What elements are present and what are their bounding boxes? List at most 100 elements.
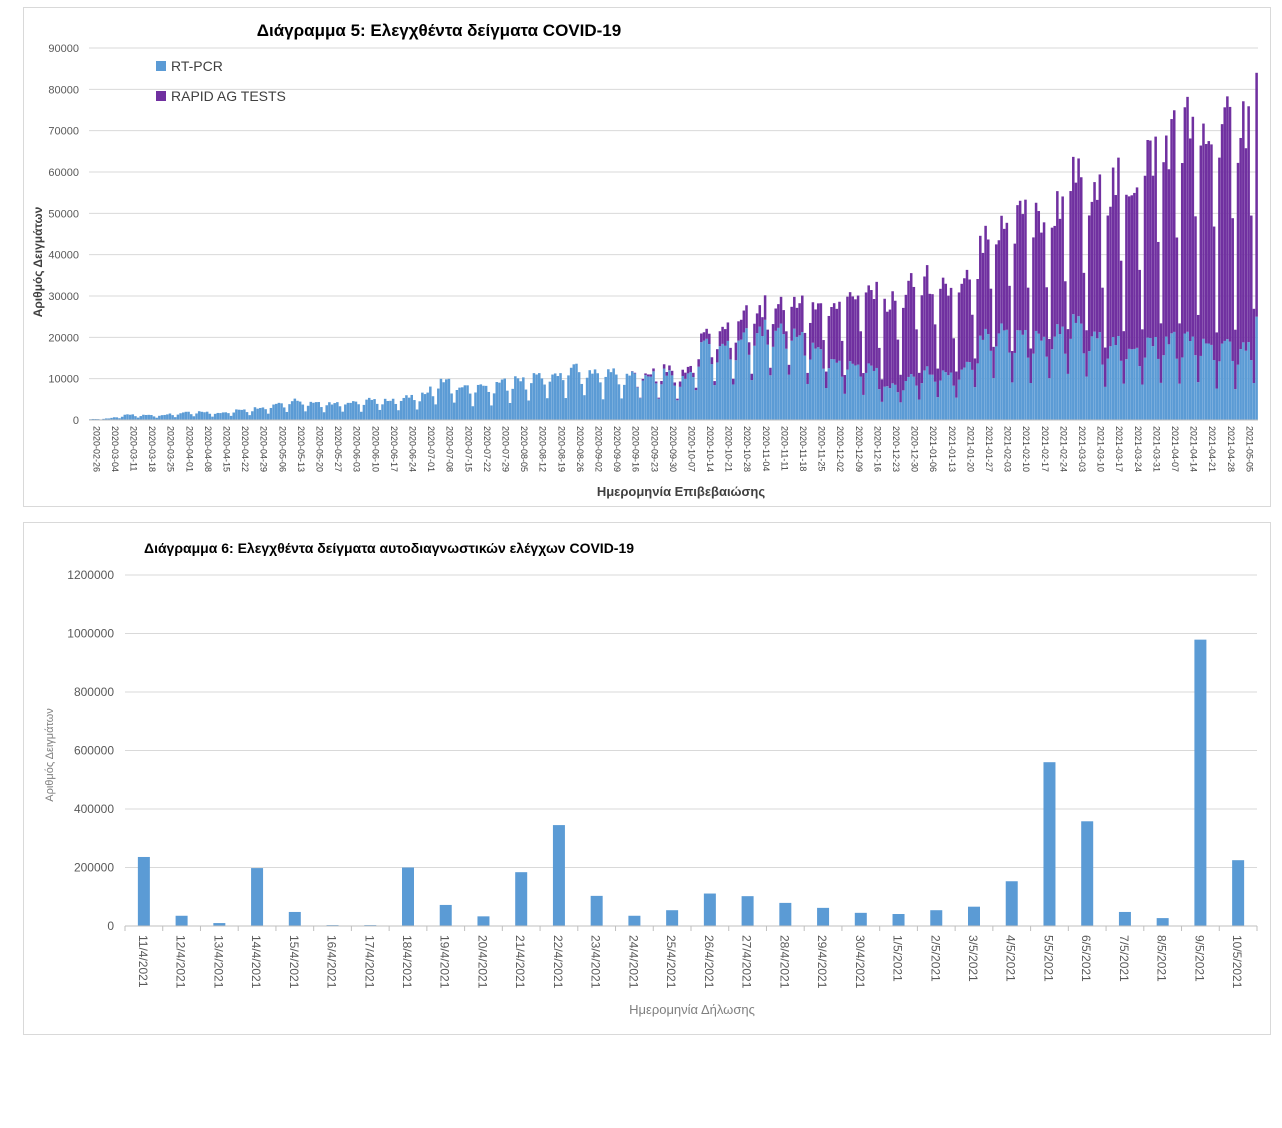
rt-pcr-bar: [429, 386, 432, 420]
rt-pcr-bar: [1082, 353, 1086, 420]
rapid-ag-bar: [957, 292, 961, 380]
chart-5-y-tick-label: 20000: [48, 332, 79, 344]
rt-pcr-bar: [1138, 366, 1141, 420]
chart-6-x-tick-label: 13/4/2021: [211, 935, 225, 989]
rapid-ag-bar: [1199, 145, 1203, 356]
rt-pcr-bar: [1016, 330, 1019, 420]
rt-pcr-bar: [551, 374, 554, 420]
chart-6-x-tick-label: 1/5/2021: [891, 935, 905, 982]
rt-pcr-bar: [1151, 346, 1155, 420]
rt-pcr-bar: [375, 403, 379, 420]
rt-pcr-bar: [397, 410, 400, 420]
rapid-ag-bar: [955, 371, 958, 398]
chart-5-x-tick-label: 2020-11-04: [761, 426, 771, 471]
rapid-ag-bar: [662, 364, 666, 369]
rt-pcr-bar: [1239, 349, 1242, 420]
rt-pcr-bar: [856, 364, 860, 420]
rt-pcr-bar: [992, 378, 995, 420]
chart-5-x-tick-label: 2020-12-09: [854, 426, 864, 472]
chart-5-x-tick-label: 2020-09-23: [649, 426, 659, 472]
self-test-bar: [779, 902, 792, 926]
rapid-ag-bar: [1127, 196, 1131, 349]
rt-pcr-bar: [745, 328, 748, 420]
rt-pcr-bar: [367, 397, 371, 420]
rt-pcr-bar: [394, 403, 398, 420]
rt-pcr-bar: [994, 346, 998, 420]
chart-6-x-tick-label: 17/4/2021: [362, 935, 376, 989]
rt-pcr-bar: [442, 382, 445, 420]
rapid-ag-bar: [1146, 139, 1149, 338]
rt-pcr-bar: [753, 345, 756, 420]
chart-6-x-tick-label: 24/4/2021: [626, 935, 640, 989]
rapid-ag-bar: [811, 302, 815, 343]
rt-pcr-bar: [1252, 382, 1256, 420]
rt-pcr-bar: [152, 416, 156, 420]
rt-pcr-bar: [200, 411, 204, 420]
rt-pcr-bar: [827, 368, 831, 420]
rt-pcr-bar: [1133, 348, 1136, 420]
rt-pcr-bar: [771, 346, 775, 420]
rt-pcr-bar: [458, 387, 461, 420]
rapid-ag-bar: [1212, 226, 1216, 361]
rapid-ag-bar: [997, 240, 1001, 334]
chart-6-x-tick-label: 18/4/2021: [400, 935, 414, 989]
rt-pcr-bar: [793, 328, 796, 420]
rt-pcr-bar: [383, 398, 387, 420]
chart-6-x-tick-label: 7/5/2021: [1117, 935, 1131, 982]
rapid-ag-bar: [952, 338, 955, 386]
rapid-ag-bar: [1098, 174, 1102, 333]
rt-pcr-bar: [1024, 329, 1027, 420]
rt-pcr-bar: [1247, 342, 1250, 420]
rapid-ag-bar: [646, 374, 650, 377]
rt-pcr-bar: [1032, 353, 1035, 420]
rt-pcr-bar: [1143, 357, 1147, 420]
rapid-ag-bar: [1072, 156, 1075, 315]
rt-pcr-bar: [298, 401, 302, 420]
rapid-ag-bar: [1005, 222, 1009, 330]
rapid-ag-bar: [1172, 110, 1176, 332]
rt-pcr-bar: [601, 399, 605, 420]
rt-pcr-bar: [854, 365, 857, 420]
chart-5-y-tick-label: 10000: [48, 374, 79, 386]
rt-pcr-bar: [91, 418, 95, 420]
rapid-ag-bar: [660, 380, 663, 385]
chart-5-y-tick-label: 40000: [48, 250, 79, 262]
rt-pcr-bar: [811, 342, 815, 420]
rt-pcr-bar: [583, 395, 586, 420]
rt-pcr-bar: [758, 326, 762, 420]
rt-pcr-bar: [1119, 360, 1123, 420]
self-test-bar: [1232, 860, 1245, 926]
rt-pcr-bar: [1058, 334, 1062, 420]
rt-pcr-bar: [357, 404, 360, 420]
rt-pcr-bar: [1194, 355, 1197, 420]
legend-swatch-rt-pcr: [156, 61, 166, 71]
rapid-ag-bar: [822, 340, 825, 369]
chart-6-x-tick-label: 11/4/2021: [136, 935, 150, 988]
rt-pcr-bar: [949, 372, 953, 420]
rt-pcr-bar: [723, 345, 727, 420]
rt-pcr-bar: [1045, 356, 1048, 420]
rt-pcr-bar: [1069, 338, 1072, 420]
rapid-ag-bar: [769, 367, 772, 376]
rapid-ag-bar: [1002, 228, 1006, 331]
rt-pcr-bar: [306, 405, 310, 420]
rt-pcr-bar: [365, 399, 368, 420]
rt-pcr-bar: [320, 407, 323, 420]
rt-pcr-bar: [264, 409, 267, 420]
rt-pcr-bar: [522, 377, 525, 420]
rt-pcr-bar: [328, 402, 331, 420]
rt-pcr-bar: [838, 360, 841, 420]
rapid-ag-bar: [827, 315, 831, 369]
rapid-ag-bar: [862, 373, 865, 395]
rt-pcr-bar: [421, 392, 424, 420]
rapid-ag-bar: [1175, 237, 1179, 359]
rt-pcr-bar: [120, 416, 124, 420]
rt-pcr-bar: [503, 378, 506, 420]
rt-pcr-bar: [322, 412, 326, 420]
rapid-ag-bar: [718, 331, 722, 347]
rapid-ag-bar: [859, 331, 863, 377]
rapid-ag-bar: [721, 326, 724, 344]
rapid-ag-bar: [851, 296, 855, 364]
rt-pcr-bar: [694, 390, 698, 420]
rt-pcr-bar: [607, 369, 610, 420]
